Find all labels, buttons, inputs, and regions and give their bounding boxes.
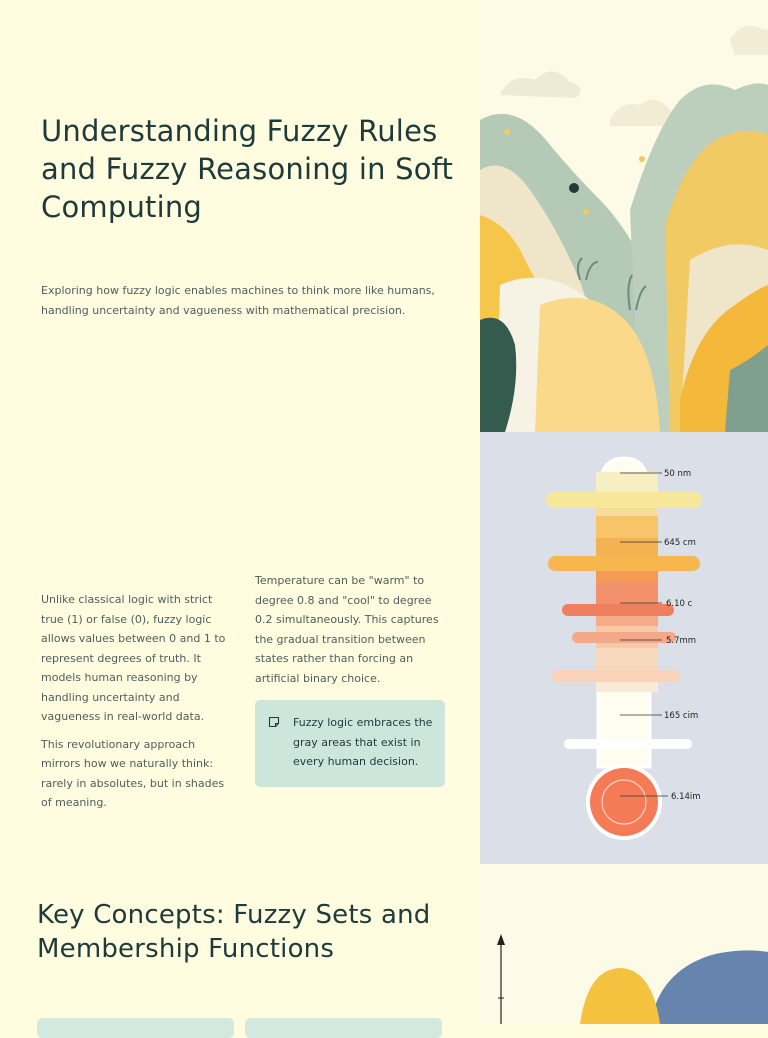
illustration-column: 50 nm 645 cm 6.10 c 5.7mm 165 cim 6.14im bbox=[480, 0, 768, 1024]
thermometer-label: 5.7mm bbox=[666, 636, 696, 646]
page-title: Understanding Fuzzy Rules and Fuzzy Reas… bbox=[41, 114, 454, 224]
callout-text: Fuzzy logic embraces the gray areas that… bbox=[293, 716, 433, 768]
intro-column-right: Temperature can be "warm" to degree 0.8 … bbox=[255, 571, 445, 787]
thermometer-label: 6.14im bbox=[671, 792, 701, 802]
intro-paragraph-2: This revolutionary approach mirrors how … bbox=[41, 737, 225, 810]
section-title: Key Concepts: Fuzzy Sets and Membership … bbox=[37, 900, 431, 964]
page-subtitle: Exploring how fuzzy logic enables machin… bbox=[41, 284, 435, 317]
landscape-illustration bbox=[480, 0, 768, 432]
intro-column-left: Unlike classical logic with strict true … bbox=[41, 590, 236, 821]
membership-chart-illustration bbox=[480, 864, 768, 1024]
callout-box: Fuzzy logic embraces the gray areas that… bbox=[255, 700, 445, 787]
intro-paragraph-3: Temperature can be "warm" to degree 0.8 … bbox=[255, 574, 439, 685]
concept-card bbox=[37, 1018, 234, 1038]
thermometer-label: 50 nm bbox=[664, 469, 691, 479]
intro-paragraph-1: Unlike classical logic with strict true … bbox=[41, 593, 226, 723]
thermometer-label: 165 cim bbox=[664, 711, 698, 721]
thermometer-label: 6.10 c bbox=[666, 599, 693, 609]
note-icon bbox=[268, 716, 280, 728]
thermometer-label: 645 cm bbox=[664, 538, 696, 548]
thermometer-illustration: 50 nm 645 cm 6.10 c 5.7mm 165 cim 6.14im bbox=[480, 432, 768, 864]
concept-card bbox=[245, 1018, 442, 1038]
content-column: Understanding Fuzzy Rules and Fuzzy Reas… bbox=[37, 114, 454, 1038]
